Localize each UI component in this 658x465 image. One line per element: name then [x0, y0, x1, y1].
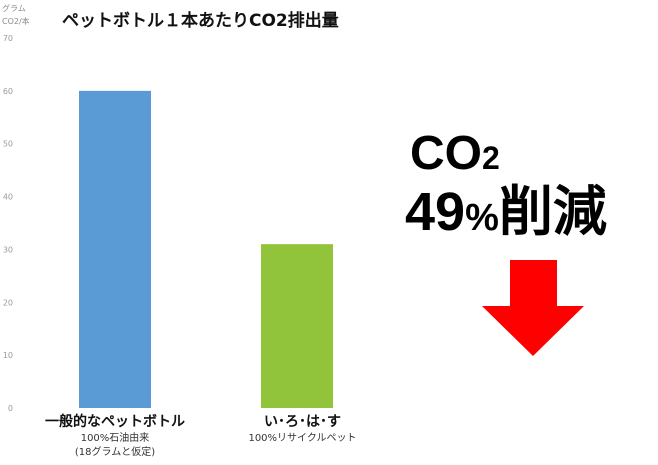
down-arrow-icon	[482, 260, 584, 356]
reduction-number: 49	[405, 182, 466, 242]
co2-text: CO	[410, 127, 482, 180]
y-tick-label: 20	[3, 298, 13, 307]
reduction-percent-sign: %	[465, 197, 499, 239]
bar-0	[79, 90, 151, 408]
category-sublabel-standard-bottle: 100%石油由来 (18グラムと仮定)	[74, 433, 156, 458]
co2-subscript: 2	[482, 140, 500, 176]
reduction-word: 削減	[498, 182, 607, 242]
y-tick-label: 10	[3, 351, 13, 360]
category-label-irohasu: い･ろ･は･す	[264, 414, 341, 430]
category-sublabel-irohasu: 100%リサイクルペット	[248, 433, 357, 444]
co2-callout: CO2	[410, 128, 500, 184]
y-tick-label: 70	[3, 34, 13, 43]
bar-1	[261, 244, 333, 408]
y-tick-label: 50	[3, 140, 13, 149]
y-tick-label: 0	[8, 404, 13, 413]
reduction-callout: 49%削減	[405, 182, 607, 248]
y-tick-label: 60	[3, 87, 13, 96]
category-label-standard-bottle: 一般的なペットボトル	[45, 414, 185, 430]
y-axis-unit-label: グラム CO2/本	[2, 4, 30, 26]
y-tick-label: 30	[3, 245, 13, 254]
chart-title: ペットボトル１本あたりCO2排出量	[62, 11, 339, 31]
y-tick-label: 40	[3, 193, 13, 202]
